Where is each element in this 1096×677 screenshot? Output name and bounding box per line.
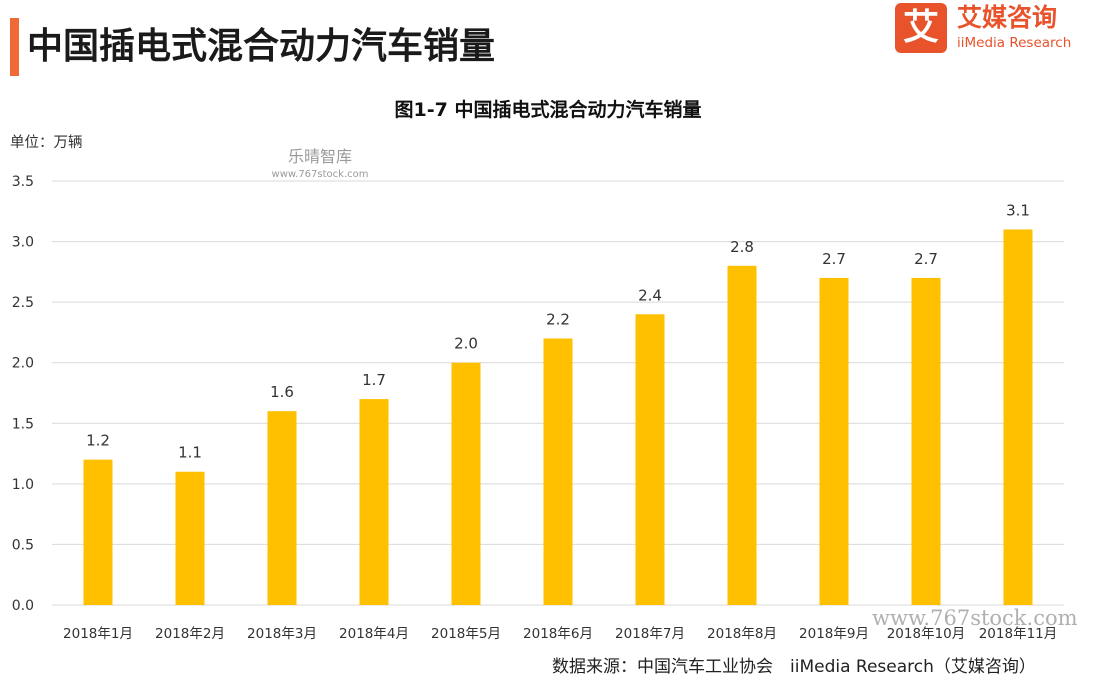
- y-tick-label: 1.0: [12, 477, 34, 493]
- bar: [1003, 229, 1033, 605]
- watermark-center: 乐晴智库 www.767stock.com: [262, 146, 378, 182]
- logo-name-cn: 艾媒咨询: [957, 3, 1058, 32]
- x-tick-label: 2018年7月: [615, 626, 685, 642]
- bar-value-label: 2.0: [454, 335, 478, 353]
- bar: [819, 277, 849, 605]
- x-tick-label: 2018年6月: [523, 626, 593, 642]
- bar-value-label: 2.2: [546, 310, 570, 328]
- y-tick-label: 2.5: [12, 295, 34, 311]
- bar: [727, 265, 757, 605]
- bar-value-label: 2.4: [638, 286, 662, 304]
- bar-value-label: 2.7: [822, 250, 846, 268]
- y-axis-ticks: 0.0 0.5 1.0 1.5 2.0 2.5 3.0 3.5: [12, 174, 34, 614]
- bar: [359, 399, 389, 605]
- bar: [911, 277, 941, 605]
- y-tick-label: 3.0: [12, 235, 34, 251]
- x-tick-label: 2018年11月: [979, 626, 1058, 642]
- iimedia-logo: 艾 艾媒咨询 iiMedia Research: [895, 3, 1085, 55]
- bar: [267, 411, 297, 605]
- value-labels: 1.2 1.1 1.6 1.7 2.0 2.2 2.4 2.8 2.7 2.7 3.1: [86, 201, 1030, 461]
- x-tick-label: 2018年8月: [707, 626, 777, 642]
- bar-value-label: 1.7: [362, 371, 386, 389]
- x-tick-label: 2018年2月: [155, 626, 225, 642]
- watermark-center-name: 乐晴智库: [287, 147, 352, 166]
- x-tick-label: 2018年5月: [431, 626, 501, 642]
- x-tick-label: 2018年4月: [339, 626, 409, 642]
- x-tick-label: 2018年9月: [799, 626, 869, 642]
- x-axis-ticks: 2018年1月 2018年2月 2018年3月 2018年4月 2018年5月 2018年…: [63, 626, 1057, 642]
- bar: [635, 314, 665, 605]
- x-tick-label: 2018年3月: [247, 626, 317, 642]
- y-tick-label: 2.0: [12, 356, 34, 372]
- logo-name-en: iiMedia Research: [957, 35, 1072, 51]
- x-tick-label: 2018年10月: [887, 626, 966, 642]
- watermark-corner: www.767stock.com: [872, 606, 1078, 630]
- y-tick-label: 0.0: [12, 598, 34, 614]
- iimedia-logo-icon: 艾: [895, 3, 947, 53]
- bar-value-label: 1.1: [178, 444, 202, 462]
- bar: [175, 471, 205, 605]
- y-tick-label: 0.5: [12, 537, 34, 553]
- source-note: 数据来源：中国汽车工业协会 iiMedia Research（艾媒咨询）: [552, 657, 1036, 677]
- bar-value-label: 1.2: [86, 432, 110, 450]
- bar: [451, 362, 481, 605]
- chart-title: 图1-7 中国插电式混合动力汽车销量: [394, 99, 702, 121]
- bar: [83, 459, 113, 605]
- y-tick-label: 1.5: [12, 416, 34, 432]
- bar-value-label: 2.7: [914, 250, 938, 268]
- page-title: 中国插电式混合动力汽车销量: [27, 26, 496, 67]
- bar-value-label: 1.6: [270, 383, 294, 401]
- bars: [83, 229, 1033, 605]
- bar-value-label: 2.8: [730, 238, 754, 256]
- x-tick-label: 2018年1月: [63, 626, 133, 642]
- watermark-center-url: www.767stock.com: [271, 169, 369, 180]
- unit-label: 单位：万辆: [10, 135, 83, 151]
- title-accent-bar: [10, 18, 19, 76]
- y-tick-label: 3.5: [12, 174, 34, 190]
- bar: [543, 338, 573, 605]
- bar-value-label: 3.1: [1006, 201, 1030, 219]
